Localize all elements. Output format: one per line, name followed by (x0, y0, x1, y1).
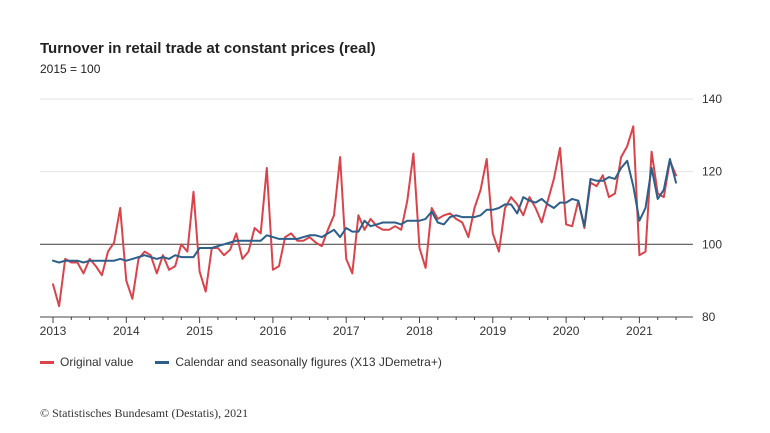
x-tick-label: 2015 (186, 324, 213, 338)
x-tick-label: 2013 (40, 324, 67, 338)
series-line-original (52, 125, 677, 308)
x-tick-label: 2017 (333, 324, 360, 338)
y-tick-label: 100 (702, 237, 722, 251)
x-tick-label: 2021 (626, 324, 653, 338)
x-tick-label: 2018 (406, 324, 433, 338)
series-line-seasonal (52, 158, 677, 264)
legend-swatch-original (40, 360, 54, 364)
source-credit: © Statistisches Bundesamt (Destatis), 20… (40, 406, 248, 421)
legend-swatch-seasonal (155, 360, 170, 364)
y-tick-label: 140 (702, 92, 722, 106)
legend-label-original: Original value (60, 355, 134, 369)
legend-label-seasonal: Calendar and seasonally figures (X13 JDe… (175, 355, 442, 369)
legend-item-seasonal: Calendar and seasonally figures (X13 JDe… (155, 355, 442, 369)
chart-subtitle: 2015 = 100 (40, 62, 101, 76)
x-tick-label: 2019 (479, 324, 506, 338)
x-tick-label: 2016 (260, 324, 287, 338)
source-text: © Statistisches Bundesamt (Destatis), 20… (40, 406, 249, 420)
legend: Original value Calendar and seasonally f… (40, 355, 464, 369)
x-tick-label: 2020 (553, 324, 580, 338)
y-axis-ticks: 80 100 120 140 (702, 92, 722, 324)
x-tick-label: 2014 (113, 324, 140, 338)
chart-title: Turnover in retail trade at constant pri… (40, 40, 376, 57)
y-tick-label: 80 (702, 310, 716, 324)
series-lines (52, 125, 677, 308)
legend-item-original: Original value (40, 355, 133, 369)
gridlines (40, 98, 693, 245)
y-tick-label: 120 (702, 165, 722, 179)
x-axis: 2013 2014 2015 2016 2017 2018 2019 2020 2021 (40, 316, 693, 338)
